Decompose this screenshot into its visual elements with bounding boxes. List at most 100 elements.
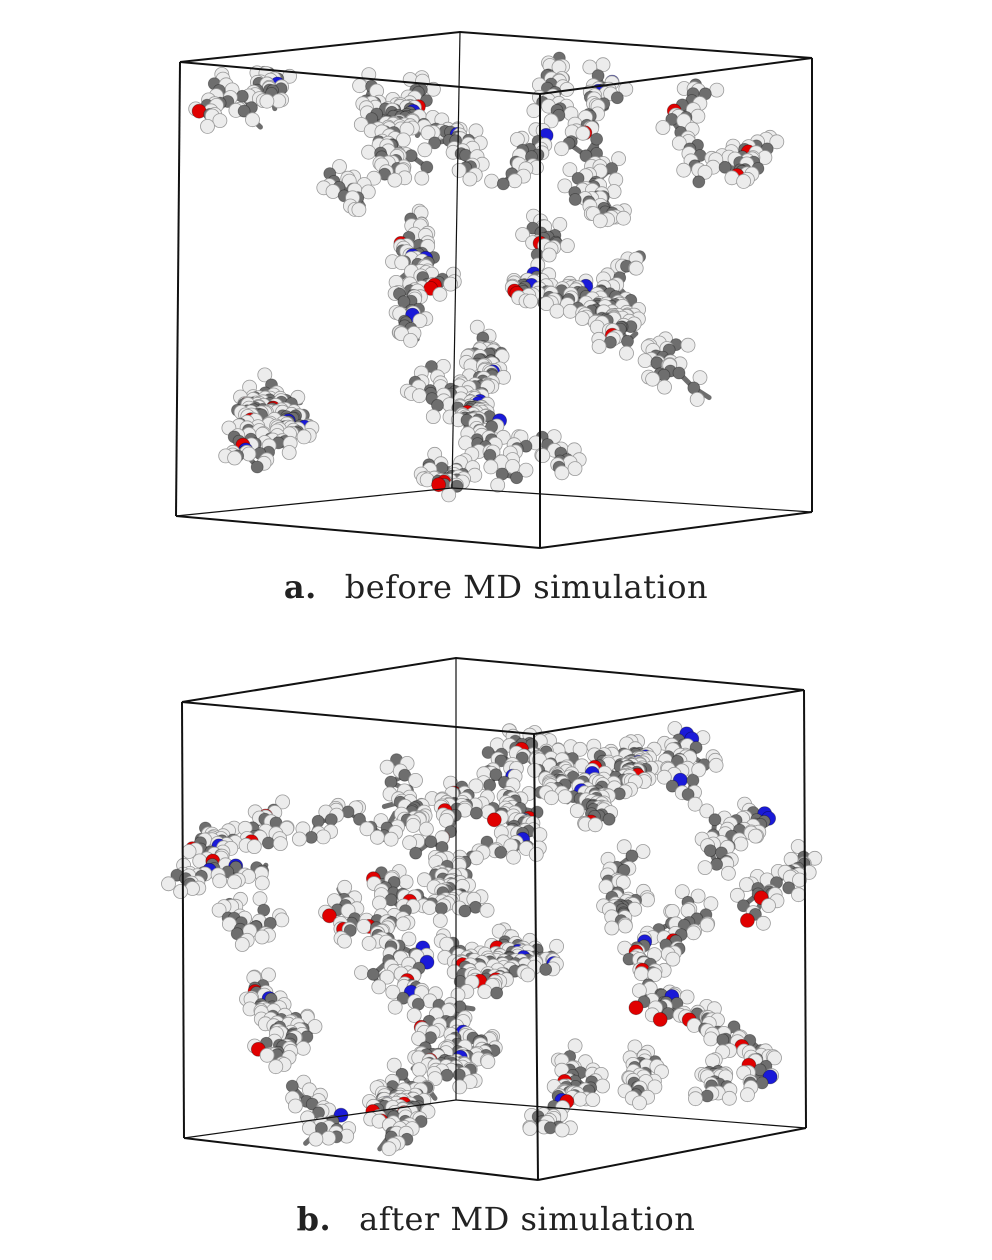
hydrogen-atom [562,162,578,178]
hydrogen-atom [585,1092,601,1108]
hydrogen-atom [321,1130,337,1146]
hydrogen-atom [441,487,457,503]
hydrogen-atom [676,162,692,178]
hydrogen-atom [422,900,437,915]
hydrogen-atom [200,119,215,134]
hydrogen-atom [361,935,377,951]
hydrogen-atom [401,931,417,947]
carbon-atom [324,813,338,827]
hydrogen-atom [635,844,651,859]
hydrogen-atom [387,172,403,188]
hydrogen-atom [246,839,262,855]
hydrogen-atom [665,903,680,919]
hydrogen-atom [425,409,441,425]
hydrogen-atom [510,131,525,147]
carbon-atom [353,812,366,826]
hydrogen-atom [792,872,807,888]
hydrogen-atom [616,210,631,226]
hydrogen-atom [647,1079,663,1095]
hydrogen-atom [523,293,538,309]
hydrogen-atom [287,1098,303,1114]
hydrogen-atom [221,916,237,932]
hydrogen-atom [480,1054,496,1070]
carbon-atom [366,967,380,981]
carbon-atom [494,845,508,859]
carbon-atom [590,132,603,146]
hydrogen-atom [432,286,448,302]
hydrogen-atom [691,762,707,778]
carbon-atom [602,812,616,826]
hydrogen-atom [395,132,411,148]
hydrogen-atom [645,371,660,387]
hydrogen-atom [281,445,297,460]
hydrogen-atom [352,78,368,94]
hydrogen-atom [315,829,331,845]
hydrogen-atom [549,303,565,319]
hydrogen-atom [615,874,631,890]
hydrogen-atom [634,966,649,982]
carbon-atom [311,814,325,828]
hydrogen-atom [296,429,312,445]
hydrogen-atom [767,1050,782,1066]
carbon-atom [481,746,495,759]
hydrogen-atom [477,984,493,1000]
caption-a-letter: a. [283,568,317,606]
hydrogen-atom [709,82,725,98]
hydrogen-atom [518,462,534,478]
carbon-atom [737,899,750,913]
carbon-atom [686,773,700,787]
caption-b-text: after MD simulation [359,1200,696,1238]
hydrogen-atom [535,448,551,464]
hydrogen-atom [722,1090,737,1106]
hydrogen-atom [679,989,695,1005]
hydrogen-atom [703,1031,719,1047]
hydrogen-atom [412,313,428,329]
carbon-atom [496,177,510,191]
hydrogen-atom [575,311,590,326]
hydrogen-atom [674,884,690,900]
hydrogen-atom [791,887,806,903]
carbon-atom [469,900,482,914]
hydrogen-atom [451,162,467,178]
hydrogen-atom [528,846,544,862]
hydrogen-atom [541,247,557,263]
carbon-atom [665,779,679,793]
carbon-atom [718,160,732,174]
hydrogen-atom [443,276,459,292]
hydrogen-atom [272,836,288,852]
hydrogen-atom [544,790,559,806]
hydrogen-atom [549,938,564,954]
hydrogen-atom [386,1057,402,1073]
hydrogen-atom [611,151,626,167]
carbon-atom [483,778,497,792]
hydrogen-atom [699,917,715,933]
hydrogen-atom [761,898,776,914]
hydrogen-atom [379,759,395,775]
hydrogen-atom [418,821,434,837]
carbon-atom [539,963,553,976]
hydrogen-atom [403,332,419,348]
caption-a: a. before MD simulation [0,568,992,606]
carbon-atom [692,175,706,189]
oxygen-atom [628,1000,644,1016]
simulation-box-after [181,656,807,1181]
carbon-atom [621,334,634,348]
hydrogen-atom [592,213,608,229]
hydrogen-atom [257,367,273,383]
hydrogen-atom [371,979,387,995]
hydrogen-atom [697,164,713,180]
hydrogen-atom [212,113,228,128]
hydrogen-atom [411,1031,427,1046]
hydrogen-atom [703,896,719,912]
hydrogen-atom [543,113,559,129]
hydrogen-atom [554,141,569,157]
hydrogen-atom [254,929,270,945]
hydrogen-atom [573,1091,588,1107]
carbon-atom [285,1079,299,1093]
hydrogen-atom [372,895,387,911]
hydrogen-atom [408,772,423,788]
hydrogen-atom [227,450,243,466]
hydrogen-atom [462,171,478,187]
carbon-atom [384,775,398,789]
simulation-box-before [175,30,813,549]
